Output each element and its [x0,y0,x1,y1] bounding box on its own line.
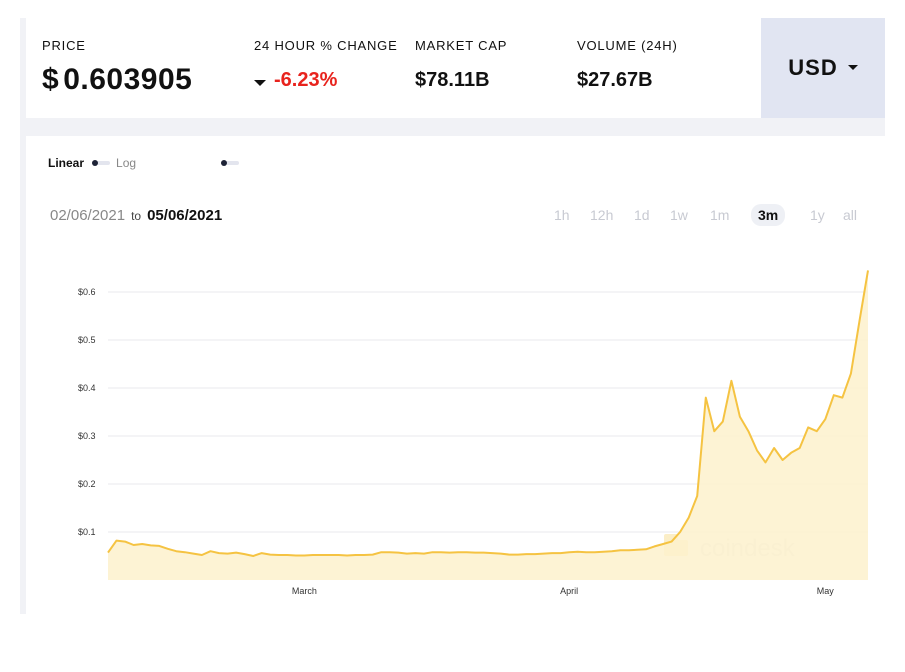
date-separator: to [131,209,142,223]
log-option[interactable]: Log [116,156,137,170]
change-value: -6.23% [254,69,398,92]
market-cap-label: MARKET CAP [415,38,508,53]
price-stat: PRICE $0.603905 [42,38,192,97]
timeframe-3m[interactable]: 3m [751,204,786,226]
volume-stat: VOLUME (24H) $27.67B [577,38,678,92]
timeframe-1w[interactable]: 1w [670,207,688,223]
switch-knob [221,160,227,166]
currency-label: USD [788,55,838,80]
price-number: 0.603905 [63,63,193,96]
change-stat: 24 HOUR % CHANGE -6.23% [254,38,398,92]
y-tick-label: $0.6 [78,287,96,297]
x-tick-label: May [817,586,835,596]
change-label: 24 HOUR % CHANGE [254,38,398,53]
y-tick-label: $0.2 [78,479,96,489]
y-axis: $0.1 $0.2 $0.3 $0.4 $0.5 $0.6 [78,287,96,537]
switch-knob [92,160,99,166]
date-end[interactable]: 05/06/2021 [147,207,223,224]
linear-option[interactable]: Linear [48,156,85,170]
timeframe-all[interactable]: all [843,207,858,223]
price-label: PRICE [42,38,86,53]
x-tick-label: April [560,586,578,596]
volume-label: VOLUME (24H) [577,38,678,53]
timeframe-12h[interactable]: 12h [590,207,614,223]
timeframe-1d[interactable]: 1d [634,207,650,223]
price-value: $0.603905 [42,63,192,97]
y-tick-label: $0.5 [78,335,96,345]
date-start[interactable]: 02/06/2021 [50,207,126,224]
card-edge [20,18,26,614]
timeframe-1h[interactable]: 1h [554,207,570,223]
header-divider [26,118,885,136]
market-cap-stat: MARKET CAP $78.11B [415,38,507,92]
volume-value: $27.67B [577,69,653,91]
x-tick-label: March [292,586,317,596]
stats-header: PRICE $0.603905 24 HOUR % CHANGE -6.23% … [26,18,760,118]
date-range: 02/06/2021 to 05/06/2021 [50,207,222,224]
y-tick-label: $0.4 [78,383,96,393]
down-arrow-icon [254,79,266,86]
price-area-fill [108,270,868,580]
y-tick-label: $0.1 [78,527,96,537]
scale-switch[interactable] [92,160,111,166]
caret-down-icon [847,64,858,70]
timeframe-1y[interactable]: 1y [810,207,825,223]
currency-selector[interactable]: USD [761,18,885,118]
price-currency-symbol: $ [42,63,60,96]
timeframe-1m[interactable]: 1m [710,207,730,223]
secondary-switch[interactable] [221,160,239,166]
price-line [107,270,869,557]
x-axis: March April May [292,586,834,596]
scale-toggle: Linear Log [48,156,136,170]
y-tick-label: $0.3 [78,431,96,441]
change-number: -6.23% [274,69,338,91]
market-cap-value: $78.11B [415,69,490,91]
